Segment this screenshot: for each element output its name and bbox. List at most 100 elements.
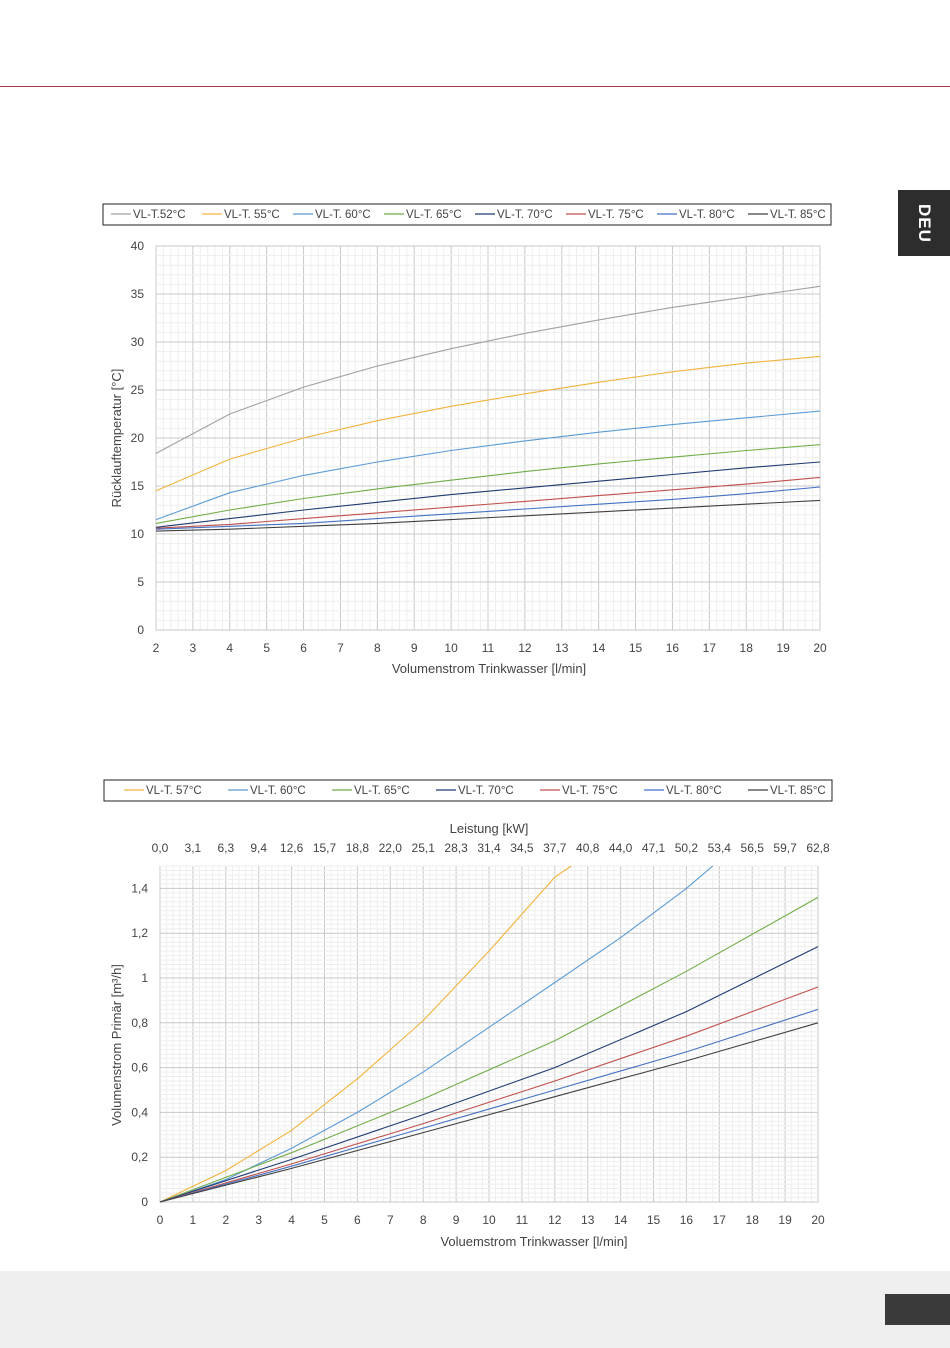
chart1-legend-label: VL-T.52°C	[133, 209, 186, 221]
chart1-ylabel: Rücklauftemperatur [°C]	[109, 369, 124, 508]
chart1-xlabel: Volumenstrom Trinkwasser [l/min]	[392, 661, 586, 676]
language-tab-label: DEU	[915, 203, 934, 243]
chart2-xtick: 0	[157, 1213, 164, 1227]
chart2-legend-label: VL-T. 57°C	[146, 785, 202, 797]
chart2-xtick: 9	[453, 1213, 460, 1227]
chart2-ylabel: Volumenstrom Primär [m³/h]	[109, 964, 124, 1126]
chart1-xtick: 6	[300, 641, 307, 655]
chart2-ytick: 0,8	[131, 1016, 148, 1030]
chart1-series-line	[155, 444, 821, 524]
chart2-x2tick: 37,7	[543, 841, 567, 855]
chart2-xtick: 17	[713, 1213, 727, 1227]
chart2-ytick: 0	[141, 1195, 148, 1209]
chart2-legend-label: VL-T. 80°C	[666, 785, 722, 797]
return-temperature-chart: VL-T.52°C VL-T. 55°C VL-T. 60°C VL-T. 65°C V…	[102, 203, 832, 676]
chart2-x2tick: 47,1	[642, 841, 666, 855]
chart1-xtick: 14	[592, 641, 606, 655]
chart2-x2tick: 12,6	[280, 841, 304, 855]
chart1-xtick: 13	[555, 641, 569, 655]
chart1-xtick: 8	[374, 641, 381, 655]
chart2-xtick: 19	[778, 1213, 792, 1227]
footer-band	[0, 1271, 950, 1348]
chart1-series-line	[155, 486, 821, 530]
chart2-ytick: 0,4	[131, 1105, 148, 1119]
chart2-xtick: 8	[420, 1213, 427, 1227]
chart2-xtick: 15	[647, 1213, 661, 1227]
chart2-x2tick: 44,0	[609, 841, 633, 855]
chart2-xtick: 6	[354, 1213, 361, 1227]
chart2-xtick: 7	[387, 1213, 394, 1227]
chart1-xtick: 4	[226, 641, 233, 655]
chart2-series-line	[159, 865, 714, 1203]
chart2-legend-label: VL-T. 85°C	[770, 785, 826, 797]
chart2-series-line	[159, 865, 572, 1203]
chart2-legend-label: VL-T. 60°C	[250, 785, 306, 797]
chart1-series-line	[155, 285, 821, 454]
chart1-series-line	[155, 355, 821, 492]
chart2-x2tick: 56,5	[741, 841, 765, 855]
language-tab: DEU	[898, 190, 950, 256]
chart2-xtick: 1	[190, 1213, 197, 1227]
chart1-legend-label: VL-T. 55°C	[224, 209, 280, 221]
chart2-series-line	[159, 896, 819, 1203]
chart1-series-line	[155, 410, 821, 521]
chart1-xtick: 9	[411, 641, 418, 655]
chart2-ticks: 0 1 2 3 4 5 6 7 8 9 10 11 12 13 14 15 16 17 18 19 200,0 3,1 6,…	[131, 841, 830, 1227]
chart1-ytick: 35	[131, 287, 145, 301]
chart2-x2tick: 31,4	[477, 841, 501, 855]
chart1-legend-label: VL-T. 70°C	[497, 209, 553, 221]
chart2-x2tick: 40,8	[576, 841, 600, 855]
chart1-legend-label: VL-T. 75°C	[588, 209, 644, 221]
chart1-series-line	[155, 499, 821, 532]
primary-flow-chart: VL-T. 57°C VL-T. 60°C VL-T. 65°C VL-T. 70°C…	[103, 779, 833, 1249]
chart1-series-line	[155, 461, 821, 528]
chart1-grid	[155, 245, 821, 631]
chart2-ytick: 1,4	[131, 881, 148, 895]
chart2-xlabel: Voluemstrom Trinkwasser [l/min]	[440, 1234, 627, 1249]
chart2-ytick: 0,2	[131, 1150, 148, 1164]
chart2-legend-label: VL-T. 70°C	[458, 785, 514, 797]
chart2-x2tick: 59,7	[773, 841, 797, 855]
chart1-ytick: 20	[131, 431, 145, 445]
chart2-xtick: 5	[321, 1213, 328, 1227]
chart2-x2tick: 25,1	[412, 841, 436, 855]
chart2-x2tick: 50,2	[675, 841, 699, 855]
chart2-x2tick: 34,5	[510, 841, 534, 855]
chart2-legend	[103, 779, 833, 802]
header-rule	[0, 86, 950, 87]
chart1-xtick: 11	[482, 641, 495, 655]
chart2-xtick: 2	[222, 1213, 229, 1227]
chart2-xtick: 16	[680, 1213, 694, 1227]
chart1-legend-label: VL-T. 80°C	[679, 209, 735, 221]
chart1-legend-items: VL-T.52°C VL-T. 55°C VL-T. 60°C VL-T. 65°C V…	[111, 209, 826, 221]
chart1-legend	[102, 203, 832, 226]
chart2-ytick: 1,2	[131, 926, 148, 940]
chart2-x2tick: 0,0	[152, 841, 169, 855]
chart2-x2tick: 53,4	[708, 841, 732, 855]
chart2-series-line	[159, 1022, 819, 1203]
chart2-series-line	[159, 1008, 819, 1203]
chart2-xtick: 3	[255, 1213, 262, 1227]
chart1-legend-label: VL-T. 65°C	[406, 209, 462, 221]
chart2-xtick: 20	[811, 1213, 825, 1227]
chart1-xtick: 15	[629, 641, 643, 655]
chart1-xtick: 20	[813, 641, 827, 655]
chart1-ytick: 30	[131, 335, 145, 349]
chart2-grid	[159, 865, 819, 1203]
chart1-ytick: 40	[131, 239, 145, 253]
chart2-legend-label: VL-T. 65°C	[354, 785, 410, 797]
chart1-xtick: 5	[263, 641, 270, 655]
chart2-x2tick: 18,8	[346, 841, 370, 855]
chart2-xtick: 11	[516, 1213, 529, 1227]
chart2-x2tick: 22,0	[379, 841, 403, 855]
chart1-xtick: 17	[703, 641, 717, 655]
chart2-x2tick: 62,8	[806, 841, 830, 855]
chart1-legend-label: VL-T. 85°C	[770, 209, 826, 221]
chart2-legend-label: VL-T. 75°C	[562, 785, 618, 797]
chart2-xtick: 10	[482, 1213, 496, 1227]
chart1-ticks: 2 3 4 5 6 7 8 9 10 11 12 13 14 15 16 17 18 19 20 0 5 10 15 20 25…	[131, 239, 827, 655]
chart1-ytick: 25	[131, 383, 145, 397]
chart1-xtick: 16	[666, 641, 680, 655]
chart1-ytick: 0	[137, 623, 144, 637]
chart1-xtick: 18	[740, 641, 754, 655]
